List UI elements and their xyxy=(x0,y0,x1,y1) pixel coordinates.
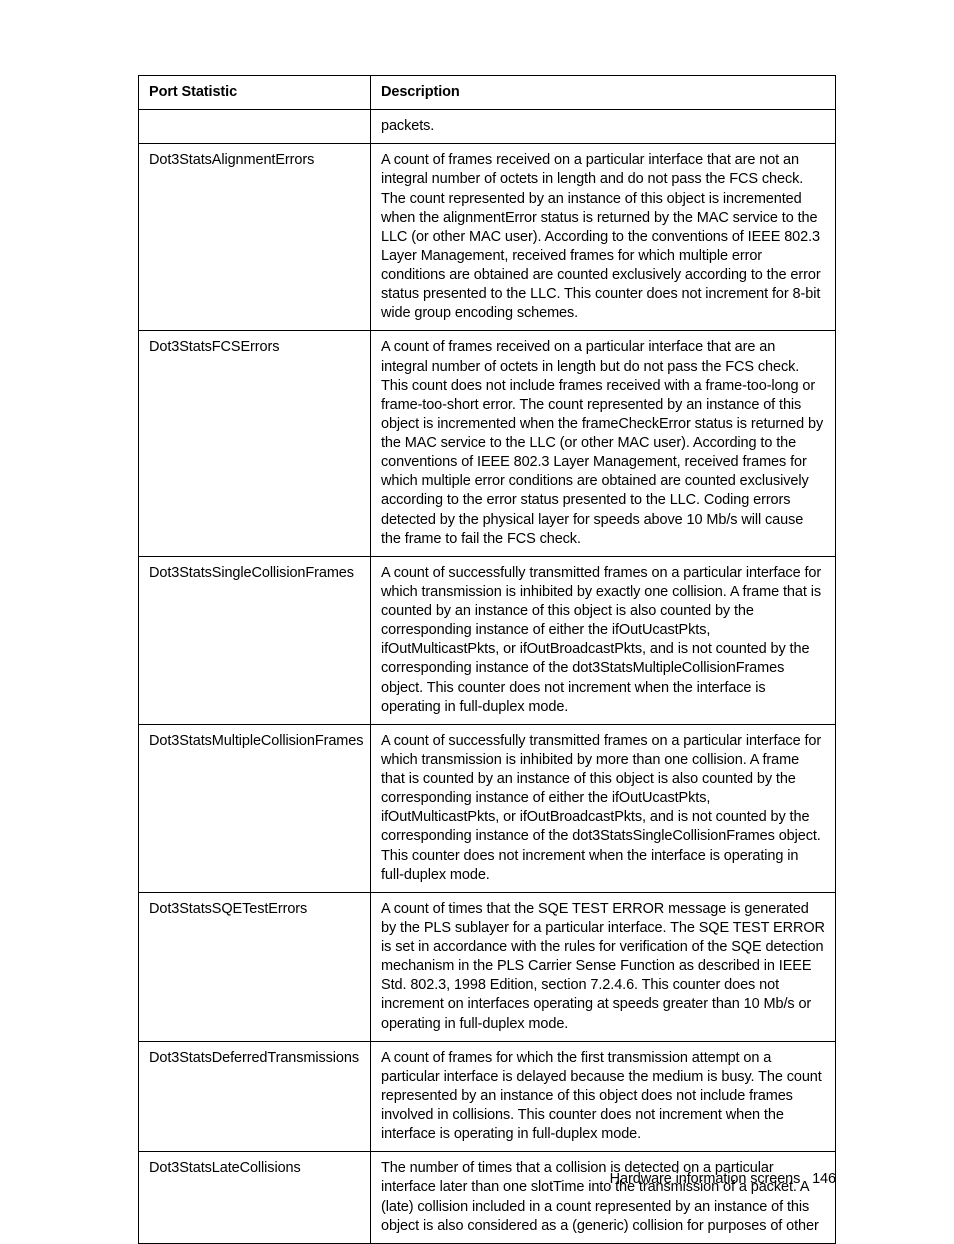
cell-desc: A count of frames for which the first tr… xyxy=(371,1041,836,1152)
cell-desc: A count of frames received on a particul… xyxy=(371,331,836,556)
cell-desc: A count of successfully transmitted fram… xyxy=(371,556,836,724)
header-description: Description xyxy=(371,76,836,110)
cell-stat: Dot3StatsFCSErrors xyxy=(139,331,371,556)
cell-stat: Dot3StatsDeferredTransmissions xyxy=(139,1041,371,1152)
port-statistics-table: Port Statistic Description packets. Dot3… xyxy=(138,75,836,1244)
cell-stat xyxy=(139,110,371,144)
cell-stat: Dot3StatsAlignmentErrors xyxy=(139,144,371,331)
table-row: Dot3StatsAlignmentErrors A count of fram… xyxy=(139,144,836,331)
cell-stat: Dot3StatsLateCollisions xyxy=(139,1152,371,1244)
cell-stat: Dot3StatsMultipleCollisionFrames xyxy=(139,724,371,892)
table-row: Dot3StatsLateCollisions The number of ti… xyxy=(139,1152,836,1244)
table-row: Dot3StatsFCSErrors A count of frames rec… xyxy=(139,331,836,556)
cell-desc: A count of successfully transmitted fram… xyxy=(371,724,836,892)
cell-stat: Dot3StatsSingleCollisionFrames xyxy=(139,556,371,724)
page-footer: Hardware information screens 146 xyxy=(610,1171,836,1187)
cell-desc: A count of times that the SQE TEST ERROR… xyxy=(371,892,836,1041)
cell-desc: The number of times that a collision is … xyxy=(371,1152,836,1244)
cell-desc: A count of frames received on a particul… xyxy=(371,144,836,331)
table-row: Dot3StatsSingleCollisionFrames A count o… xyxy=(139,556,836,724)
footer-section: Hardware information screens xyxy=(610,1171,801,1187)
header-port-statistic: Port Statistic xyxy=(139,76,371,110)
table-header-row: Port Statistic Description xyxy=(139,76,836,110)
footer-page-number: 146 xyxy=(812,1171,836,1187)
table-row: Dot3StatsMultipleCollisionFrames A count… xyxy=(139,724,836,892)
table-row: Dot3StatsSQETestErrors A count of times … xyxy=(139,892,836,1041)
table-row: packets. xyxy=(139,110,836,144)
cell-stat: Dot3StatsSQETestErrors xyxy=(139,892,371,1041)
cell-desc: packets. xyxy=(371,110,836,144)
table-row: Dot3StatsDeferredTransmissions A count o… xyxy=(139,1041,836,1152)
page: Port Statistic Description packets. Dot3… xyxy=(0,0,954,1235)
